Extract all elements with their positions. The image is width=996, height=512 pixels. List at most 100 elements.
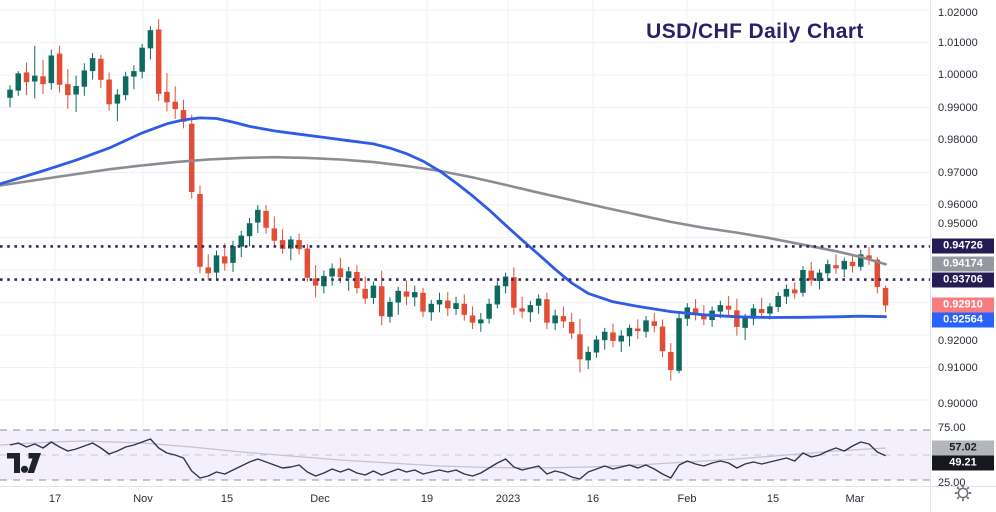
candle (849, 261, 856, 267)
rsi-badge-black: 49.21 (932, 455, 994, 471)
price-axis-label: 0.99000 (938, 101, 978, 114)
candle (370, 285, 377, 298)
candle (800, 270, 806, 293)
time-axis-label: Feb (677, 493, 697, 505)
candle (337, 268, 344, 278)
ma-blue-line (0, 116, 887, 319)
candle (882, 287, 889, 306)
ma-gray-line (0, 155, 887, 266)
time-axis-label: 19 (420, 493, 434, 505)
rsi-badge-graylight: 57.02 (932, 440, 994, 456)
candle (131, 71, 137, 77)
price-axis-label: 0.97000 (938, 166, 978, 179)
price-badge-blue: 0.92564 (932, 312, 994, 328)
candle (824, 264, 831, 274)
candle (502, 276, 509, 287)
candle (89, 58, 96, 72)
candle (271, 228, 278, 241)
price-axis-label: 1.02000 (938, 7, 978, 19)
candle (717, 305, 724, 312)
tradingview-logo-icon[interactable] (7, 452, 41, 474)
chart-title: USD/CHF Daily Chart (646, 20, 864, 43)
candle (246, 223, 253, 237)
candle (32, 75, 38, 82)
candle (312, 278, 319, 286)
candle (362, 288, 368, 299)
candle (164, 91, 170, 103)
candle (568, 322, 575, 334)
candle (180, 110, 187, 122)
price-axis-label: 0.91000 (938, 361, 978, 374)
candle (858, 254, 864, 267)
candle (73, 86, 79, 95)
candle (601, 331, 608, 341)
candle (692, 308, 699, 315)
candle (758, 309, 765, 313)
candle (288, 239, 294, 249)
settings-gear-icon[interactable] (953, 483, 973, 503)
candle (750, 308, 757, 319)
candle (354, 271, 360, 289)
price-axis-border (930, 0, 931, 512)
price-badge-salmon: 0.92910 (932, 297, 994, 313)
candle (420, 292, 426, 312)
candle (7, 89, 13, 98)
candle (222, 256, 228, 264)
time-axis-label: Dec (310, 493, 330, 505)
price-axis-label: 0.90000 (938, 398, 978, 410)
candle (279, 240, 286, 249)
candle (436, 299, 443, 305)
candle (635, 328, 641, 332)
candle (577, 334, 583, 360)
candle (775, 296, 781, 308)
candle (668, 351, 674, 371)
candle (197, 193, 203, 267)
candle (841, 260, 848, 270)
candle (378, 286, 385, 317)
candle (114, 94, 121, 104)
candle (81, 70, 88, 87)
candle (560, 316, 567, 322)
price-axis-label: 0.98000 (938, 134, 978, 146)
candle (23, 72, 30, 83)
candle (428, 303, 435, 313)
candle (15, 73, 22, 91)
candle (552, 315, 558, 324)
time-axis-label: Nov (133, 493, 153, 505)
candle (329, 268, 335, 277)
price-badge-navy: 0.94726 (932, 238, 994, 254)
candle (98, 58, 104, 80)
candle (56, 53, 63, 85)
candle (544, 299, 550, 323)
candle (816, 272, 823, 282)
price-badge-gray: 0.94174 (932, 256, 994, 272)
candle (651, 321, 658, 326)
candle (147, 30, 154, 49)
candle (585, 351, 591, 361)
candle (734, 310, 740, 327)
candle (866, 255, 872, 259)
candle (230, 245, 236, 263)
candle (321, 275, 327, 287)
candle (172, 101, 178, 110)
candle (535, 298, 542, 306)
candle (767, 306, 773, 314)
candle (808, 270, 814, 281)
candle (659, 326, 666, 352)
candle (461, 303, 468, 315)
candle (106, 79, 112, 105)
candle (783, 288, 790, 297)
candle (874, 259, 881, 287)
candle (725, 305, 732, 310)
candle (345, 271, 352, 278)
time-axis-label: 15 (220, 493, 234, 505)
candle (676, 318, 682, 371)
candle (188, 123, 195, 192)
time-axis-border (0, 486, 996, 487)
candle (304, 248, 311, 278)
candle (445, 300, 451, 309)
candle (511, 277, 517, 308)
time-axis-label: 2023 (495, 493, 521, 505)
